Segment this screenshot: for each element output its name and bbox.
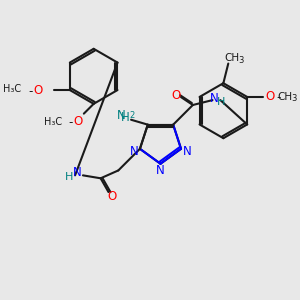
Text: N: N	[117, 109, 126, 122]
Text: CH: CH	[225, 52, 240, 63]
Text: 3: 3	[238, 56, 244, 65]
Text: H₃C: H₃C	[44, 118, 62, 128]
Text: H: H	[65, 172, 74, 182]
Text: -: -	[68, 116, 72, 129]
Text: N: N	[73, 166, 81, 179]
Text: -: -	[276, 92, 281, 104]
Text: N: N	[183, 145, 191, 158]
Text: O: O	[73, 115, 83, 128]
Text: -: -	[28, 85, 33, 98]
Text: H: H	[121, 111, 130, 124]
Text: H₃C: H₃C	[3, 84, 21, 94]
Text: O: O	[108, 190, 117, 203]
Text: 3: 3	[292, 94, 297, 103]
Text: CH: CH	[277, 92, 292, 102]
Text: N: N	[156, 164, 165, 177]
Text: O: O	[265, 90, 274, 104]
Text: 2: 2	[129, 111, 135, 120]
Text: N: N	[210, 92, 219, 105]
Text: N: N	[130, 145, 138, 158]
Text: O: O	[172, 89, 181, 102]
Text: O: O	[34, 84, 43, 97]
Text: H: H	[217, 97, 226, 107]
